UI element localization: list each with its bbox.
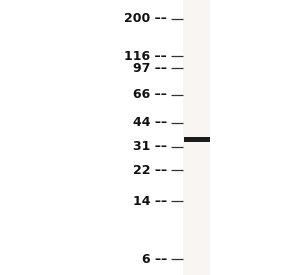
Text: 66 ––: 66 ––: [133, 88, 167, 101]
Text: 44 ––: 44 ––: [133, 116, 167, 129]
Text: 31 ––: 31 ––: [133, 140, 167, 153]
Text: 22 ––: 22 ––: [133, 164, 167, 177]
Text: 14 ––: 14 ––: [133, 195, 167, 208]
Bar: [184, 137, 210, 142]
Text: 6 ––: 6 ––: [142, 253, 167, 266]
Bar: [183, 0, 210, 275]
Text: 200 ––: 200 ––: [124, 12, 167, 25]
Text: 116 ––: 116 ––: [124, 50, 167, 63]
Text: 97 ––: 97 ––: [133, 62, 167, 75]
